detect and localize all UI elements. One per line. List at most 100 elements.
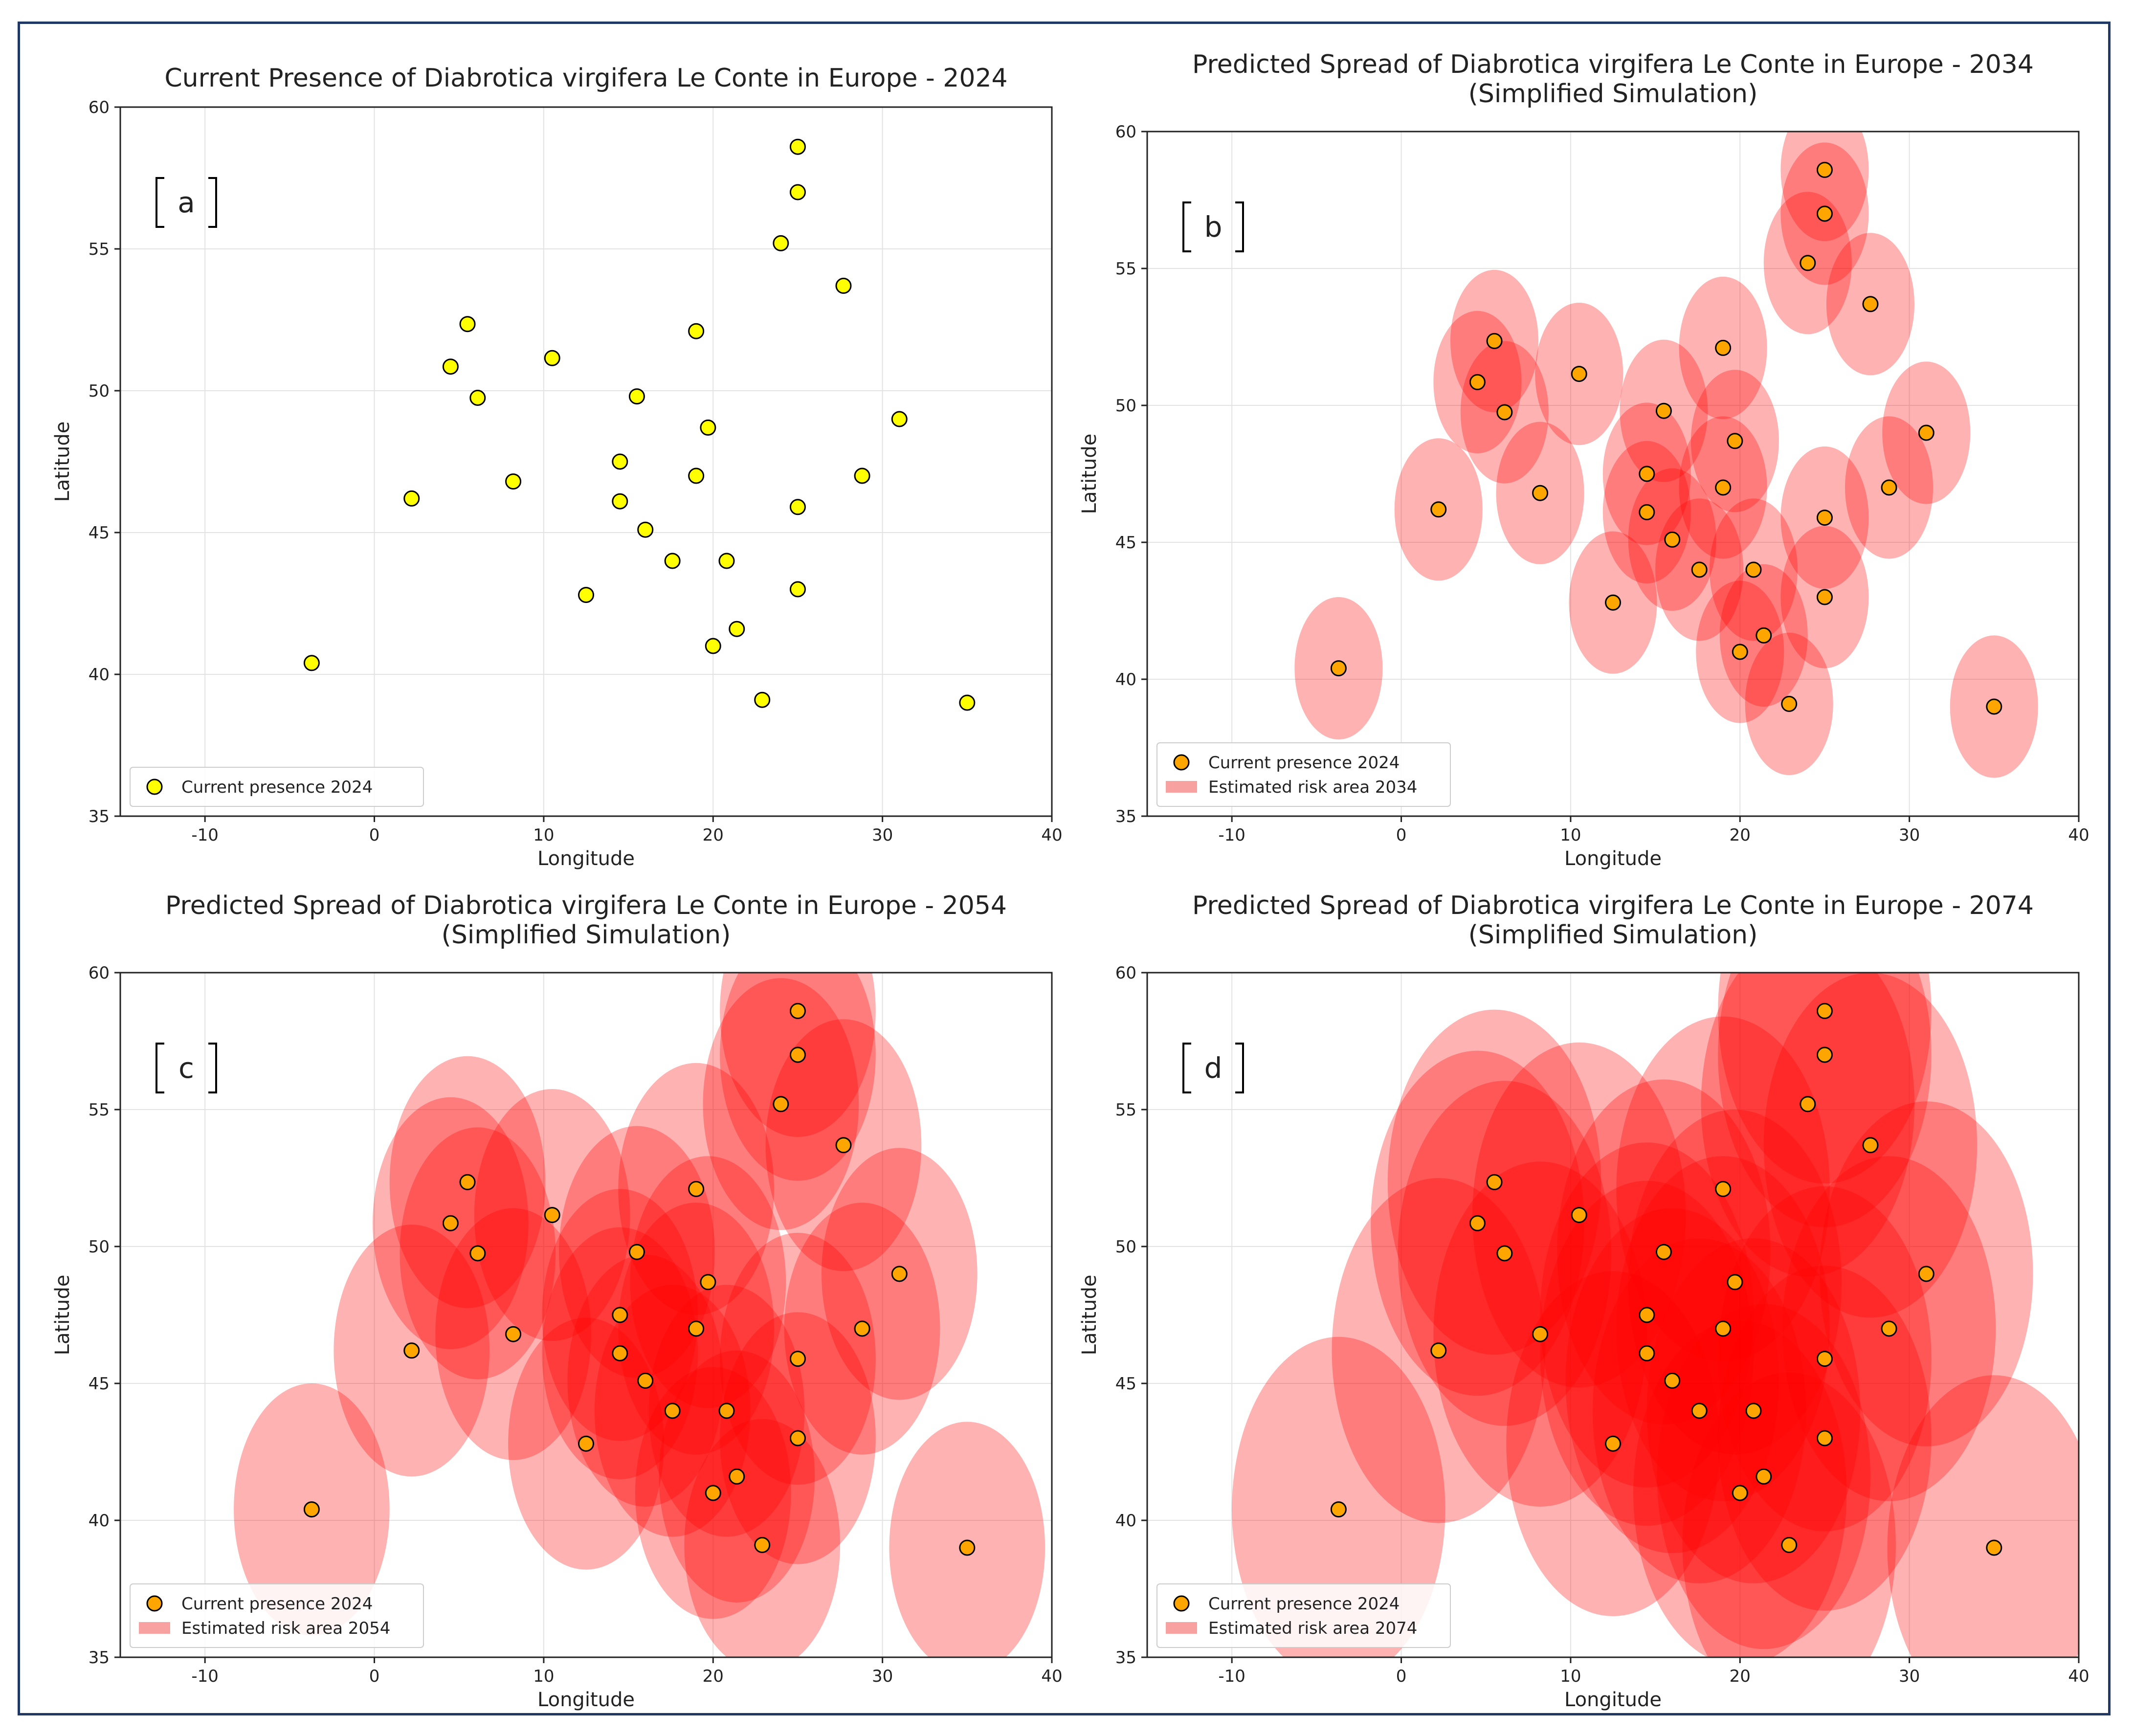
data-point: [544, 350, 560, 366]
data-point: [1496, 404, 1513, 421]
risk-areas: [234, 973, 1045, 1657]
data-point: [1986, 1539, 2002, 1556]
data-point: [789, 581, 806, 598]
data-point: [1715, 1180, 1732, 1197]
panel-label-bracket-right: [208, 177, 217, 228]
legend-label: Estimated risk area 2034: [1208, 778, 1417, 797]
chart-subtitle: (Simplified Simulation): [442, 920, 731, 950]
y-tick-label: 55: [1115, 1100, 1136, 1120]
data-point: [688, 323, 705, 339]
risk-area-ellipse: [1718, 973, 1932, 1184]
y-tick-label: 50: [1115, 396, 1136, 416]
x-axis-label: Longitude: [537, 847, 635, 870]
data-point: [1571, 366, 1587, 382]
chart-title: Current Presence of Diabrotica virgifera…: [164, 64, 1007, 93]
data-point: [1715, 479, 1732, 496]
x-tick-label: 10: [1560, 825, 1581, 845]
data-point: [754, 1536, 771, 1553]
panel-label-bracket-left: [156, 177, 164, 228]
panel-label: a: [156, 177, 217, 228]
data-point: [1639, 1307, 1655, 1323]
data-point: [1781, 1536, 1798, 1553]
legend-label: Estimated risk area 2054: [181, 1619, 390, 1638]
y-tick-label: 35: [1115, 1648, 1136, 1668]
grid: [120, 107, 1052, 817]
data-point: [1655, 1244, 1672, 1260]
data-point: [303, 1501, 320, 1518]
legend-point-swatch: [146, 779, 163, 795]
data-point: [789, 1351, 806, 1367]
data-point: [1745, 1402, 1762, 1419]
risk-area-ellipse: [1682, 1372, 1896, 1657]
x-tick-label: 0: [1396, 825, 1407, 845]
data-point: [700, 1274, 716, 1291]
data-points: [1330, 1002, 2002, 1556]
data-point: [544, 1207, 560, 1224]
data-point: [628, 388, 645, 405]
panel-c: Predicted Spread of Diabrotica virgifera…: [20, 875, 1076, 1716]
data-point: [1486, 1174, 1503, 1190]
data-point: [789, 1002, 806, 1019]
data-point: [1430, 501, 1447, 518]
data-point: [1532, 1326, 1549, 1342]
data-point: [403, 490, 420, 507]
data-point: [1486, 333, 1503, 349]
legend: Current presence 2024 Estimated risk area…: [1156, 742, 1451, 807]
data-point: [959, 1539, 976, 1556]
y-axis-label: Latitude: [1078, 434, 1101, 514]
data-point: [1639, 1345, 1655, 1361]
data-point: [505, 473, 522, 490]
data-point: [718, 553, 735, 569]
legend-area-swatch: [1166, 781, 1197, 793]
data-point: [1781, 695, 1798, 712]
y-tick-label: 50: [1115, 1237, 1136, 1257]
data-point: [1745, 561, 1762, 578]
data-point: [1639, 466, 1655, 482]
legend-point-swatch: [146, 1595, 163, 1612]
data-point: [854, 1320, 870, 1337]
data-point: [1605, 1435, 1621, 1452]
data-point: [1715, 1320, 1732, 1337]
data-point: [1571, 1207, 1587, 1224]
data-point: [891, 1266, 908, 1282]
risk-area-ellipse: [1232, 1336, 1445, 1657]
x-tick-label: 0: [369, 1667, 380, 1686]
panel-label-bracket-right: [208, 1043, 217, 1093]
y-tick-label: 40: [1115, 670, 1136, 690]
panel-label: d: [1182, 1043, 1244, 1093]
data-point: [1862, 1137, 1879, 1154]
x-tick-label: 40: [1041, 825, 1062, 845]
y-tick-label: 55: [89, 240, 110, 259]
y-tick-label: 40: [89, 1511, 110, 1531]
data-point: [612, 1345, 628, 1361]
chart-b: Predicted Spread of Diabrotica virgifera…: [1078, 50, 2090, 870]
chart-d: Predicted Spread of Diabrotica virgifera…: [1078, 891, 2090, 1711]
panel-d: Predicted Spread of Diabrotica virgifera…: [1047, 875, 2103, 1716]
data-point: [442, 358, 459, 375]
data-point: [1469, 1215, 1486, 1231]
data-point: [1862, 296, 1879, 312]
x-tick-label: 0: [1396, 1667, 1407, 1686]
legend: Current presence 2024 Estimated risk area…: [1156, 1583, 1451, 1648]
data-point: [789, 138, 806, 155]
data-point: [1664, 531, 1681, 548]
x-tick-label: -10: [191, 1667, 219, 1686]
data-point: [459, 316, 476, 333]
data-point: [1727, 433, 1743, 449]
y-tick-label: 50: [89, 381, 110, 401]
plot-frame: [119, 972, 1053, 1658]
data-point: [1756, 627, 1772, 644]
x-tick-label: 20: [703, 825, 724, 845]
data-point: [1732, 1485, 1748, 1501]
x-axis-label: Longitude: [1564, 847, 1662, 870]
y-tick-label: 35: [1115, 807, 1136, 826]
data-point: [612, 453, 628, 470]
risk-area-ellipse: [720, 973, 876, 1181]
data-point: [688, 1180, 705, 1197]
x-tick-label: 20: [1730, 825, 1751, 845]
legend-box: [130, 1583, 424, 1648]
data-point: [469, 1245, 486, 1262]
data-point: [664, 553, 681, 569]
legend-label: Current presence 2024: [1208, 753, 1400, 773]
y-tick-label: 60: [89, 98, 110, 117]
